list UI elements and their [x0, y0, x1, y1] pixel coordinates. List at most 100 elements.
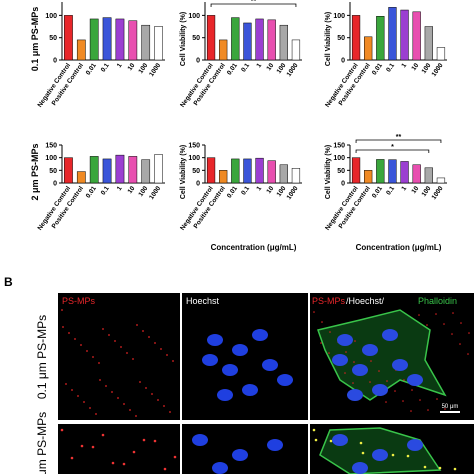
bar: [412, 11, 421, 61]
nucleus: [372, 384, 388, 396]
significance-bracket: [355, 139, 442, 143]
bar: [364, 36, 373, 61]
particle: [453, 467, 457, 471]
particle: [154, 342, 156, 344]
bar: [388, 7, 397, 61]
particle: [329, 331, 331, 333]
column-label: Hoechst: [186, 296, 220, 306]
particle: [139, 381, 141, 383]
particle: [153, 439, 157, 443]
scale-bar: [440, 411, 460, 413]
particle: [163, 467, 167, 471]
x-tick-label: 1: [255, 185, 263, 192]
y-axis-label: Cell Viability (%): [180, 12, 187, 66]
bar: [279, 24, 288, 61]
particle: [328, 352, 330, 354]
image-hoechst: [182, 293, 308, 420]
particle: [61, 309, 63, 311]
x-tick-label: 0.1: [240, 62, 251, 74]
x-tick-label: 0.1: [100, 185, 111, 197]
particle: [173, 455, 177, 459]
y-tick-label: 150: [45, 143, 57, 150]
x-axis-label: Concentration (μg/mL): [211, 243, 297, 252]
x-tick-label: 0.01: [85, 62, 98, 77]
row-label: 2 μm PS-MPs: [35, 412, 49, 474]
particle: [126, 352, 128, 354]
y-tick-label: 50: [337, 168, 345, 175]
x-tick-label: 0.01: [226, 62, 239, 77]
bar: [243, 22, 252, 61]
bar: [206, 157, 216, 184]
particle: [435, 313, 437, 315]
particle: [403, 379, 405, 381]
image-ps: [58, 293, 180, 420]
particle: [426, 324, 428, 326]
particle: [122, 462, 126, 466]
nucleus: [407, 439, 423, 451]
y-axis-label: Cell Viability (%): [325, 145, 332, 199]
particle: [353, 361, 355, 363]
x-tick-label: 0.1: [385, 185, 396, 197]
x-tick-label: 1: [116, 62, 124, 69]
particle: [135, 415, 137, 417]
y-tick-label: 100: [333, 155, 345, 162]
bar: [219, 39, 228, 61]
bar: [64, 15, 73, 61]
nucleus: [242, 384, 258, 396]
bar: [267, 19, 276, 61]
particle: [402, 400, 404, 402]
y-tick-label: 100: [45, 155, 57, 162]
particle: [468, 332, 470, 334]
bar: [279, 164, 288, 184]
bar: [291, 168, 301, 184]
particle: [83, 401, 85, 403]
particle: [160, 348, 162, 350]
nucleus: [352, 462, 368, 474]
y-tick-label: 0: [196, 181, 200, 188]
y-tick-label: 0: [53, 181, 57, 188]
particle: [80, 344, 82, 346]
particle: [410, 410, 412, 412]
bar: [412, 164, 421, 184]
particle: [108, 334, 110, 336]
bar: [436, 47, 446, 61]
particle: [436, 398, 438, 400]
micrographs: [58, 293, 474, 474]
nucleus: [277, 374, 293, 386]
particle: [467, 353, 469, 355]
particle: [80, 444, 84, 448]
bar: [267, 160, 276, 184]
y-axis-label: Cell Viability (%): [180, 145, 187, 199]
nucleus: [202, 354, 218, 366]
particle: [354, 340, 356, 342]
particle: [166, 354, 168, 356]
bar: [128, 156, 138, 184]
x-tick-label: 10: [410, 185, 420, 195]
bar: [376, 159, 385, 184]
particle: [62, 326, 64, 328]
particle: [394, 390, 396, 392]
x-axis-label: Concentration (μg/mL): [356, 243, 442, 252]
image-ps: [58, 424, 180, 474]
x-tick-label: 1000: [431, 62, 445, 78]
bar: [219, 170, 228, 184]
nucleus: [382, 329, 398, 341]
x-tick-label: 1000: [286, 185, 300, 201]
x-tick-label: 0.01: [371, 185, 384, 200]
x-tick-label: 10: [127, 185, 137, 195]
particle: [329, 439, 333, 443]
y-tick-label: 50: [337, 35, 345, 42]
significance-label: **: [251, 0, 257, 5]
x-tick-label: 0.01: [226, 185, 239, 200]
particle: [419, 399, 421, 401]
x-tick-label: 10: [265, 185, 275, 195]
particle: [129, 409, 131, 411]
y-tick-label: 50: [192, 168, 200, 175]
bar: [141, 159, 151, 184]
particle: [117, 397, 119, 399]
nucleus: [267, 439, 283, 451]
particle: [71, 389, 73, 391]
particle: [172, 360, 174, 362]
